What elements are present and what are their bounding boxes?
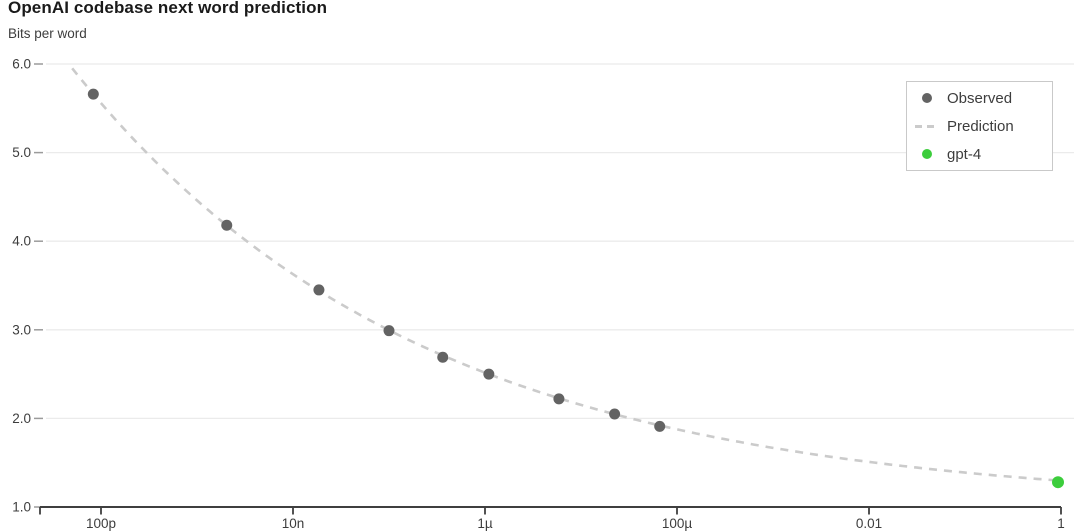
- legend-item-prediction: Prediction: [907, 114, 1052, 138]
- legend-label-prediction: Prediction: [947, 117, 1014, 135]
- y-tick-label: 6.0: [12, 57, 31, 72]
- legend-item-observed: Observed: [907, 86, 1052, 110]
- y-tick-label: 2.0: [12, 411, 31, 426]
- legend-item-gpt4: gpt-4: [907, 142, 1052, 166]
- observed-point: [87, 88, 99, 100]
- chart-title: OpenAI codebase next word prediction: [8, 0, 328, 17]
- x-tick-label: 1µ: [477, 516, 493, 531]
- gpt4-dot-icon: [922, 149, 932, 159]
- x-tick-label: 100µ: [662, 516, 693, 531]
- observed-point: [383, 325, 395, 337]
- observed-point: [483, 368, 495, 380]
- x-tick-label: 0.01: [856, 516, 882, 531]
- legend: Observed Prediction gpt-4: [906, 81, 1053, 171]
- legend-label-gpt4: gpt-4: [947, 145, 982, 163]
- observed-point: [437, 351, 449, 363]
- y-tick-label: 3.0: [12, 322, 31, 337]
- y-axis-title: Bits per word: [8, 26, 87, 41]
- x-tick-label: 1: [1057, 516, 1065, 531]
- observed-point: [221, 219, 233, 231]
- observed-point: [313, 284, 325, 296]
- prediction-line: [71, 67, 1062, 482]
- legend-label-observed: Observed: [947, 89, 1013, 107]
- observed-point: [609, 408, 621, 420]
- prediction-dash-icon: [915, 124, 939, 128]
- observed-point: [654, 420, 666, 432]
- y-tick-label: 5.0: [12, 145, 31, 160]
- gpt4-point: [1052, 476, 1064, 489]
- x-tick-label: 100p: [86, 516, 116, 531]
- y-tick-label: 1.0: [12, 500, 31, 515]
- observed-dot-icon: [922, 93, 932, 103]
- observed-point: [553, 393, 565, 405]
- x-tick-label: 10n: [282, 516, 305, 531]
- y-tick-label: 4.0: [12, 234, 31, 249]
